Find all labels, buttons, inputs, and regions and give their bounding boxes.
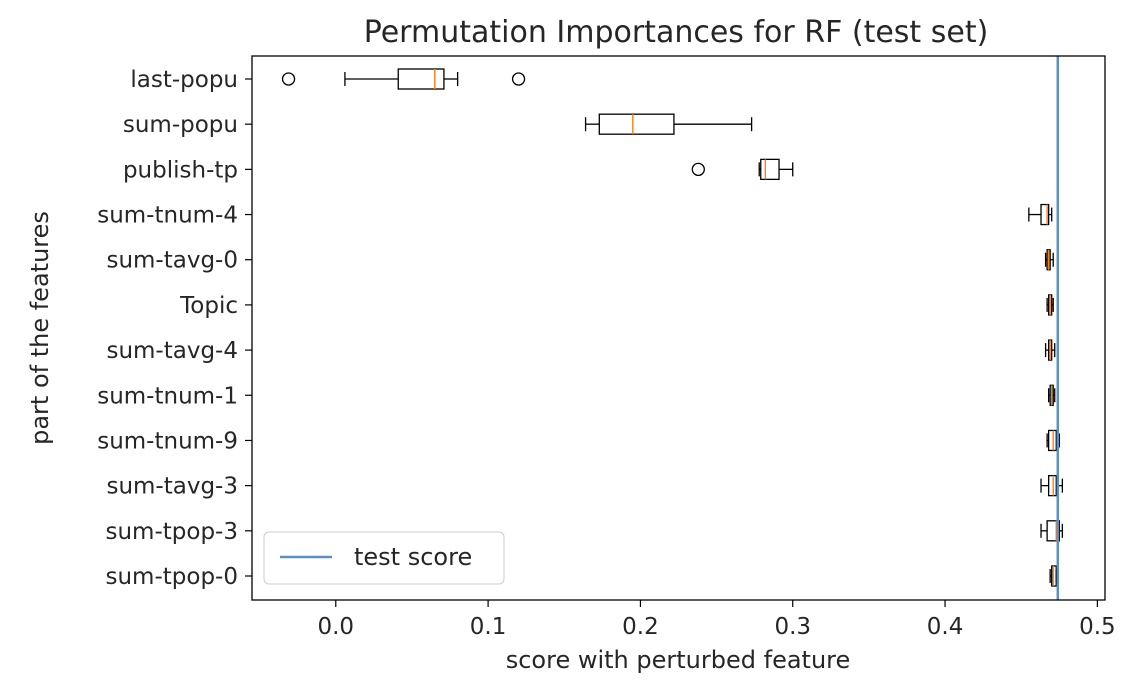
outlier-last-popu-0: [281, 72, 296, 86]
box-sum-tpop-3: [1046, 520, 1060, 542]
x-tick-label: 0.4: [927, 614, 964, 640]
x-tick-label: 0.2: [622, 614, 659, 640]
outlier-last-popu-1: [511, 72, 526, 86]
y-tick-label: publish-tp: [123, 157, 238, 183]
box-publish-tp: [760, 158, 780, 181]
x-tick-label: 0.3: [774, 614, 811, 640]
y-tick-label: Topic: [179, 293, 238, 319]
x-tick-label: 0.5: [1079, 614, 1116, 640]
y-tick-label: sum-tpop-3: [106, 519, 239, 545]
x-tick-label: 0.0: [317, 614, 354, 640]
legend: test score: [263, 531, 505, 585]
y-tick-label: sum-tpop-0: [106, 564, 239, 590]
box-layer: [281, 68, 1063, 587]
x-axis: 0.0 0.1 0.2 0.3 0.4 0.5: [317, 600, 1116, 640]
y-axis-label: part of the features: [26, 211, 54, 445]
chart-title: Permutation Importances for RF (test set…: [364, 15, 989, 50]
y-tick-label: sum-popu: [123, 112, 238, 138]
box-sum-tnum-9: [1047, 429, 1057, 452]
plot-frame: [251, 55, 1106, 601]
y-tick-label: sum-tavg-3: [106, 474, 238, 500]
box-last-popu: [397, 68, 445, 90]
x-axis-label: score with perturbed feature: [506, 646, 851, 674]
x-tick-label: 0.1: [470, 614, 507, 640]
y-tick-label: sum-tavg-0: [106, 248, 238, 274]
box-sum-tpop-0: [1051, 565, 1057, 587]
box-sum-popu: [598, 113, 675, 135]
legend-frame: [263, 531, 505, 585]
legend-label-test-score: test score: [354, 543, 472, 571]
box-sum-tnum-4: [1040, 203, 1050, 226]
y-tick-label: sum-tavg-4: [106, 338, 238, 364]
outlier-publish-tp-0: [691, 162, 705, 177]
y-tick-label: sum-tnum-9: [97, 428, 238, 454]
y-tick-label: sum-tnum-4: [97, 203, 238, 229]
y-axis: last-popu sum-popu publish-tp sum-tnum-4 sum…: [97, 67, 252, 590]
y-tick-label: last-popu: [130, 67, 238, 93]
y-tick-label: sum-tnum-1: [97, 383, 238, 409]
box-sum-tavg-3: [1047, 474, 1057, 497]
